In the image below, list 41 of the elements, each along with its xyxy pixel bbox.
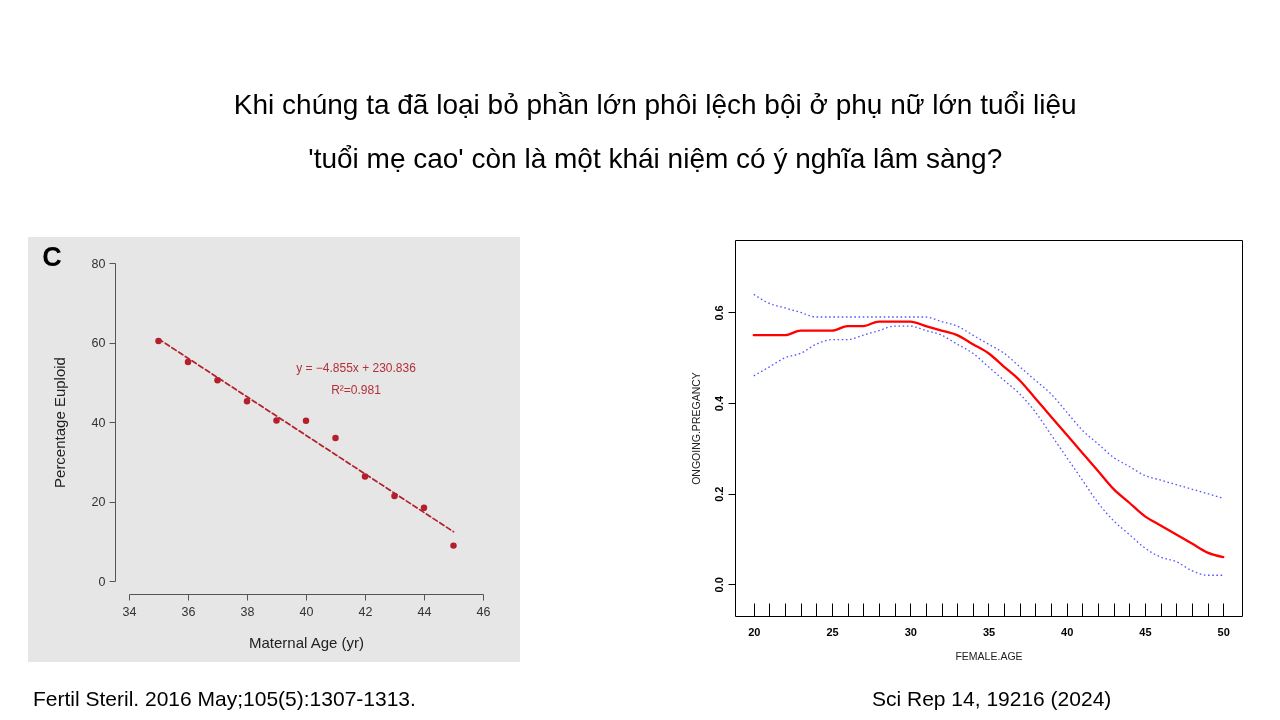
x-tick-label: 40 — [299, 604, 314, 619]
y-axis-title: Percentage Euploid — [50, 357, 68, 488]
y-tick-label: 80 — [91, 256, 106, 271]
x-tick-label: 36 — [181, 604, 196, 619]
x-tick-label: 25 — [826, 625, 839, 638]
point — [420, 504, 428, 512]
text: Khi chúng ta đã loại bỏ phần lớn phôi lệch bội ở phụ nữ lớn tuổi liệu 'tuổi mẹ cao' còn là một khái niệm có ý nghĩa lâm sàng? — [233, 89, 1077, 174]
y-tick-label: 40 — [91, 415, 106, 430]
point — [184, 358, 192, 366]
text: Fertil Steril. 2016 May;105(5):1307-1313. — [33, 687, 416, 710]
x-tick-label: 45 — [1139, 625, 1152, 638]
y-tick-label: 0.2 — [712, 486, 725, 502]
point — [273, 417, 280, 424]
point — [243, 398, 251, 405]
x-tick-label: 34 — [122, 604, 137, 619]
y-tick-label: 60 — [91, 336, 106, 350]
annotation: R²=0.981 — [331, 383, 382, 397]
x-tick-label: 35 — [982, 625, 996, 638]
point — [332, 434, 339, 442]
y-axis-title: ONGOING.PREGANCY — [689, 372, 702, 485]
x-tick-label: 50 — [1217, 625, 1230, 638]
x-tick-label: 44 — [417, 604, 432, 619]
line-series — [753, 293, 1224, 499]
x-tick-label: 30 — [904, 625, 917, 638]
x-axis-title: Maternal Age (yr) — [248, 634, 365, 651]
y-tick-label: 0.6 — [712, 305, 725, 321]
y-tick-label: 0.0 — [712, 577, 725, 593]
point — [450, 542, 457, 549]
x-tick-label: 42 — [358, 604, 373, 619]
x-tick-label: 40 — [1061, 625, 1074, 638]
annotation: y = −4.855x + 230.836 — [296, 361, 417, 375]
y-tick-label: 0 — [98, 574, 106, 589]
point — [302, 417, 310, 425]
y-tick-label: 20 — [91, 495, 106, 509]
x-tick-label: 46 — [476, 604, 491, 619]
x-axis-title: FEMALE.AGE — [955, 649, 1023, 662]
x-tick-label: 38 — [240, 604, 255, 619]
x-tick-label: 20 — [748, 625, 761, 638]
y-tick-label: 0.4 — [712, 395, 725, 412]
text: Sci Rep 14, 19216 (2024) — [872, 687, 1112, 710]
text: C — [42, 242, 62, 272]
